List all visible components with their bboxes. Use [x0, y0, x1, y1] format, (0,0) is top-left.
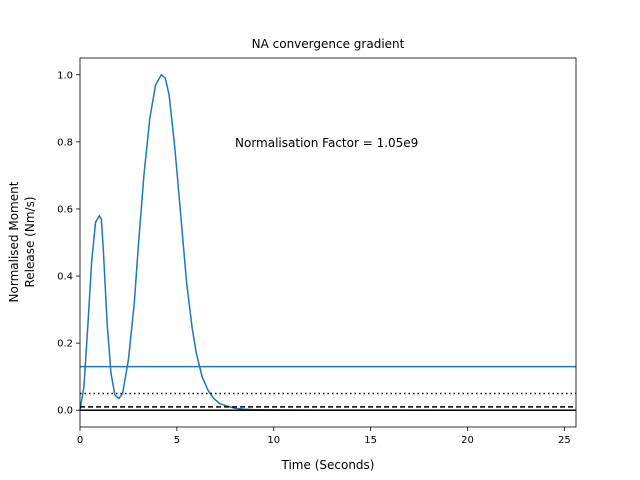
normalisation-factor-annotation: Normalisation Factor = 1.05e9 — [235, 136, 418, 150]
x-tick-label: 10 — [267, 435, 280, 446]
x-tick-label: 20 — [461, 435, 474, 446]
axes-frame — [79, 57, 577, 428]
x-axis-label: Time (Seconds) — [281, 458, 375, 472]
y-axis-ticks: 0.0 0.2 0.4 0.6 0.8 1.0 — [57, 70, 80, 417]
x-axis-ticks: 0 5 10 15 20 25 — [77, 427, 571, 446]
y-tick-label: 0.8 — [57, 137, 73, 148]
y-axis-label: Normalised Moment Release (Nm/s) — [7, 181, 37, 302]
y-axis-label-line-1: Normalised Moment — [7, 181, 21, 302]
y-tick-label: 0.2 — [57, 339, 73, 350]
y-tick-label: 1.0 — [57, 70, 73, 81]
y-tick-label: 0.0 — [57, 406, 73, 417]
y-tick-label: 0.4 — [57, 272, 73, 283]
series-line-0 — [79, 73, 576, 411]
y-axis-label-line-2: Release (Nm/s) — [23, 196, 37, 287]
x-tick-label: 15 — [364, 435, 377, 446]
x-tick-label: 5 — [174, 435, 180, 446]
y-tick-label: 0.6 — [57, 204, 73, 215]
x-tick-label: 25 — [558, 435, 571, 446]
chart-title: NA convergence gradient — [252, 37, 405, 51]
plot-area — [79, 73, 576, 411]
x-tick-label: 0 — [77, 435, 83, 446]
